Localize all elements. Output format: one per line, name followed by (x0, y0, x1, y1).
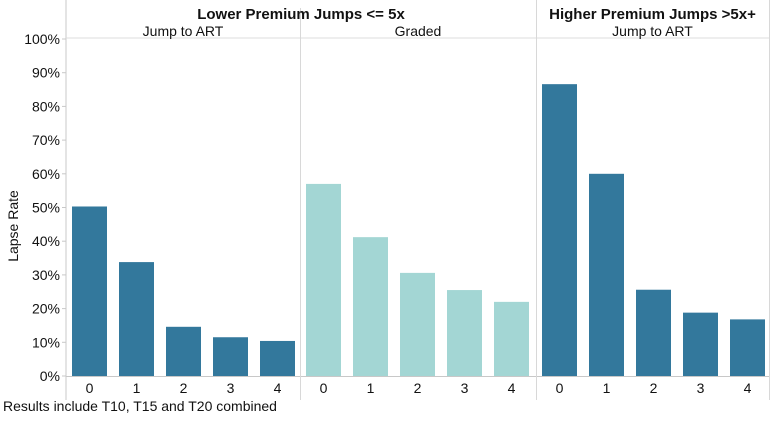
bar (166, 326, 201, 376)
x-tick-label: 1 (133, 380, 141, 396)
bars-layer (72, 84, 765, 377)
x-tick-label: 0 (86, 380, 94, 396)
x-tick-label: 4 (274, 380, 282, 396)
y-tick-label: 40% (32, 233, 60, 249)
bar (730, 319, 765, 376)
y-axis-label: Lapse Rate (5, 190, 21, 262)
bar (119, 262, 154, 376)
x-tick-label: 4 (508, 380, 516, 396)
x-tick-label: 2 (650, 380, 658, 396)
y-tick-label: 80% (32, 98, 60, 114)
bar (494, 301, 529, 376)
x-tick-label: 0 (556, 380, 564, 396)
y-tick-label: 90% (32, 65, 60, 81)
y-tick-label: 100% (24, 31, 60, 47)
panel-subtitle: Graded (395, 23, 442, 39)
x-tick-label: 2 (414, 380, 422, 396)
bar (306, 183, 341, 376)
x-tick-label: 1 (367, 380, 375, 396)
group-header: Higher Premium Jumps >5x+ (549, 6, 756, 23)
chart-frame (65, 0, 770, 400)
x-tick-label: 0 (320, 380, 328, 396)
bar (213, 337, 248, 376)
bar (589, 173, 624, 376)
bar (72, 206, 107, 376)
panel-subtitle: Jump to ART (612, 23, 693, 39)
panel-headers: Lower Premium Jumps <= 5x Higher Premium … (143, 6, 756, 39)
x-tick-label: 3 (227, 380, 235, 396)
x-tick-label: 3 (697, 380, 705, 396)
y-tick-label: 30% (32, 267, 60, 283)
y-tick-label: 50% (32, 200, 60, 216)
x-tick-label: 3 (461, 380, 469, 396)
y-tick-label: 10% (32, 334, 60, 350)
bar (683, 312, 718, 376)
bar (636, 289, 671, 376)
x-tick-label: 2 (180, 380, 188, 396)
y-axis: 0% 10% 20% 30% 40% 50% 60% 70% 80% 90% 100% (24, 31, 66, 384)
y-tick-label: 60% (32, 166, 60, 182)
panel-subtitle: Jump to ART (143, 23, 224, 39)
footnote: Results include T10, T15 and T20 combine… (3, 398, 277, 414)
bar (542, 84, 577, 377)
bar (260, 340, 295, 376)
x-axis: 0 1 2 3 4 0 1 2 3 4 0 1 2 3 4 (86, 380, 752, 396)
y-tick-label: 20% (32, 301, 60, 317)
group-header: Lower Premium Jumps <= 5x (197, 6, 405, 23)
x-tick-label: 1 (603, 380, 611, 396)
bar (353, 237, 388, 376)
bar (400, 272, 435, 376)
x-tick-label: 4 (744, 380, 752, 396)
y-tick-label: 70% (32, 132, 60, 148)
y-tick-label: 0% (40, 368, 60, 384)
bar (447, 290, 482, 376)
